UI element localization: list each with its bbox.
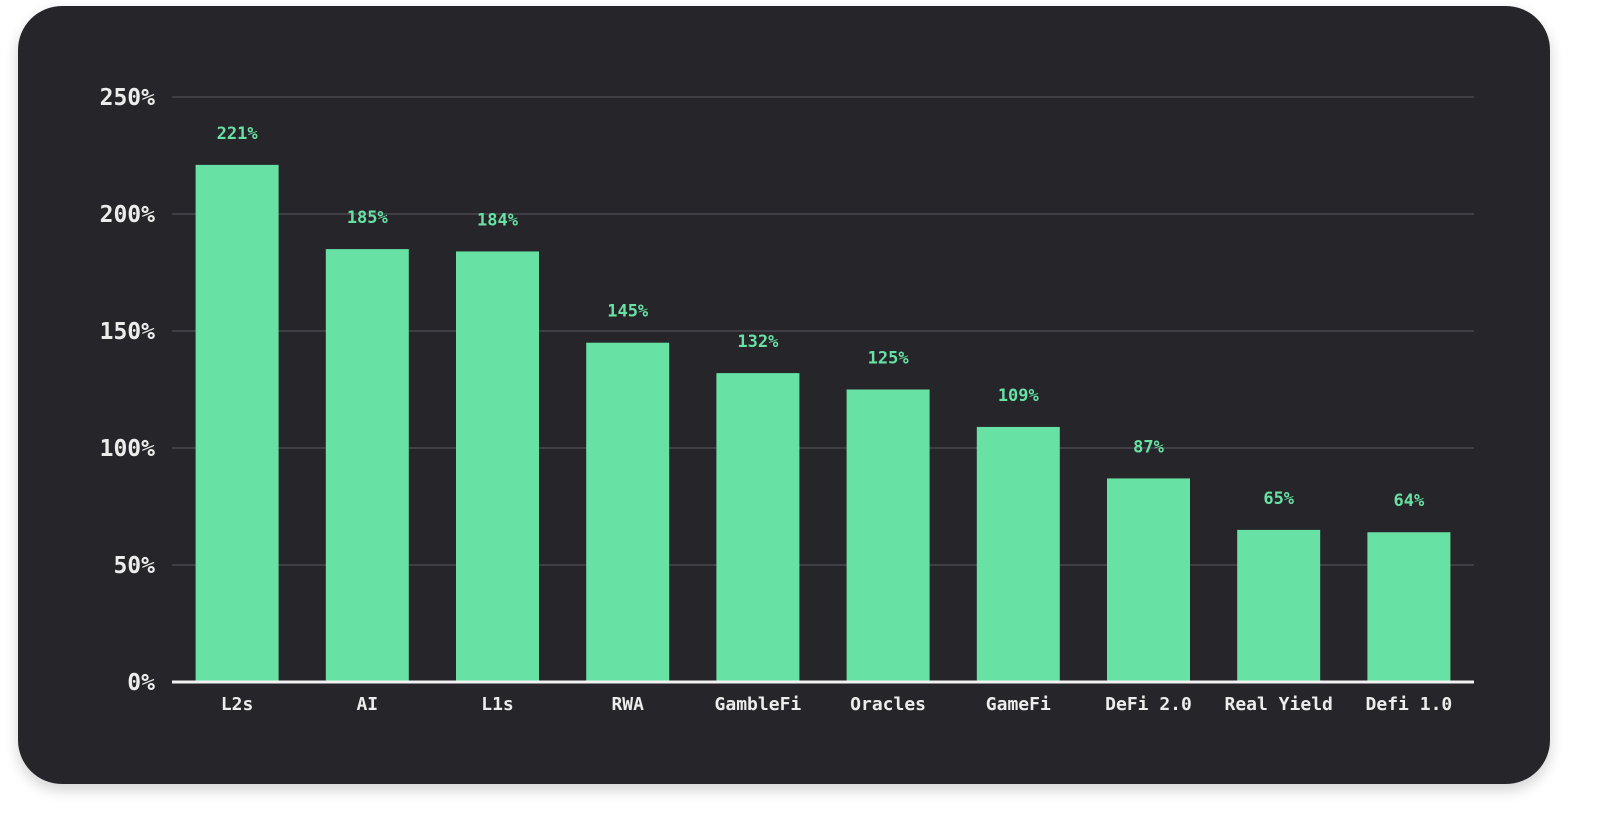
bar-defi-2-0 [1107, 478, 1190, 682]
bars [195, 164, 1451, 683]
bar-gamefi [976, 426, 1060, 682]
y-tick-label: 150% [100, 319, 156, 345]
x-axis-ticks: L2s AI L1s RWA GambleFi Oracles GameFi DeFi 2.0… [221, 694, 1452, 715]
bar-gamblefi [716, 373, 800, 682]
bar-chart: 0% 50% 100% 150% 200% 250% 221% 185% 184% 145% 13… [100, 85, 1474, 715]
chart-card: 0% 50% 100% 150% 200% 250% 221% 185% 184% 145% 13… [18, 6, 1550, 784]
bar-l2s [195, 164, 279, 683]
data-label: 132% [737, 332, 779, 352]
data-label: 64% [1394, 491, 1425, 511]
y-tick-label: 200% [100, 202, 156, 228]
x-tick-label: L1s [481, 694, 514, 715]
y-tick-label: 100% [100, 436, 156, 462]
data-label: 87% [1133, 437, 1164, 457]
x-tick-label: Real Yield [1225, 694, 1333, 715]
bar-real-yield [1237, 529, 1321, 682]
bar-l1s [456, 251, 539, 682]
data-label: 145% [607, 302, 649, 322]
x-tick-label: GameFi [986, 694, 1051, 715]
x-tick-label: GambleFi [715, 694, 802, 715]
x-tick-label: DeFi 2.0 [1105, 694, 1192, 715]
data-labels: 221% 185% 184% 145% 132% 125% 109% 87% 65% 64% [217, 124, 1425, 511]
data-label: 184% [477, 210, 519, 230]
x-tick-label: RWA [611, 694, 644, 715]
bar-ai [325, 249, 409, 682]
x-tick-label: L2s [221, 694, 254, 715]
y-axis-ticks: 0% 50% 100% 150% 200% 250% [100, 85, 156, 696]
y-tick-label: 0% [127, 670, 155, 696]
bar-defi-1-0 [1367, 532, 1451, 682]
x-tick-label: Oracles [850, 694, 926, 715]
data-label: 109% [998, 386, 1040, 406]
data-label: 221% [217, 124, 259, 144]
data-label: 65% [1263, 489, 1294, 509]
y-tick-label: 250% [100, 85, 156, 111]
data-label: 185% [347, 208, 389, 228]
x-tick-label: Defi 1.0 [1366, 694, 1453, 715]
x-tick-label: AI [356, 694, 378, 715]
bar-rwa [586, 342, 670, 682]
y-tick-label: 50% [113, 553, 155, 579]
bar-oracles [846, 389, 930, 682]
data-label: 125% [868, 349, 910, 369]
